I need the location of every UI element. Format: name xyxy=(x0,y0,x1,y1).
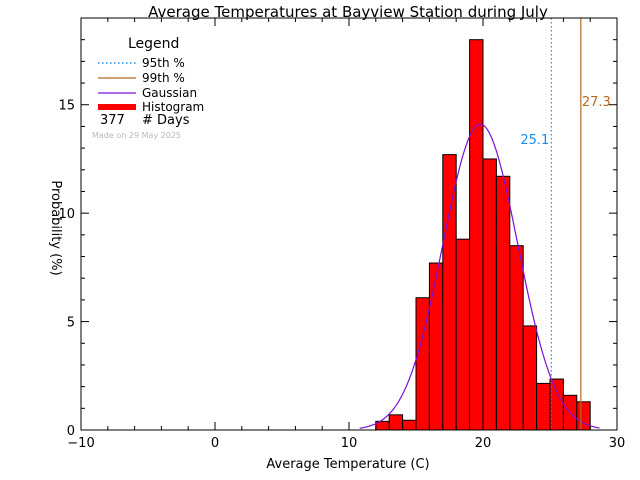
legend-label-histogram: Histogram xyxy=(142,100,204,114)
legend-days-label: # Days xyxy=(142,113,190,128)
y-tick-label: 15 xyxy=(58,99,75,114)
percentile-95-label: 25.1 xyxy=(520,133,549,148)
histogram-bar-1 xyxy=(388,414,404,431)
legend: Legend 95th % 99th % Gaussian Histogram … xyxy=(92,36,204,140)
histogram-bar-4 xyxy=(428,262,444,431)
x-tick-label: −10 xyxy=(67,436,94,451)
legend-label-95th: 95th % xyxy=(142,56,185,70)
made-on-note: Made on 29 May 2025 xyxy=(92,131,181,140)
histogram-bar-9 xyxy=(495,175,511,431)
histogram-bar-8 xyxy=(482,158,497,431)
y-tick-label: 5 xyxy=(67,316,75,331)
histogram-bar-7 xyxy=(469,39,484,431)
legend-label-99th: 99th % xyxy=(142,71,185,85)
x-tick-label: 20 xyxy=(475,436,492,451)
histogram-bar-5 xyxy=(442,154,457,431)
percentile-99-label: 27.3 xyxy=(582,95,611,110)
histogram-bar-6 xyxy=(455,238,471,431)
y-axis-label: Probability (%) xyxy=(48,180,63,275)
gaussian-curve xyxy=(359,123,600,429)
x-tick-label: 0 xyxy=(211,436,219,451)
y-tick-label: 0 xyxy=(67,424,75,439)
histogram-bar-10 xyxy=(509,245,524,431)
histogram-bar-13 xyxy=(549,378,564,431)
chart-title: Average Temperatures at Bayview Station … xyxy=(148,3,548,21)
histogram-bar-12 xyxy=(536,382,551,431)
histogram-bar-11 xyxy=(522,325,538,431)
x-tick-label: 10 xyxy=(341,436,358,451)
legend-days-count: 377 xyxy=(100,113,125,128)
x-tick-label: 30 xyxy=(609,436,626,451)
y-tick-label: 10 xyxy=(58,207,75,222)
legend-label-gaussian: Gaussian xyxy=(142,86,197,100)
histogram-bar-15 xyxy=(576,401,591,431)
histogram-bar-2 xyxy=(402,419,417,431)
x-axis-label: Average Temperature (C) xyxy=(266,457,429,472)
legend-title: Legend xyxy=(128,36,179,52)
